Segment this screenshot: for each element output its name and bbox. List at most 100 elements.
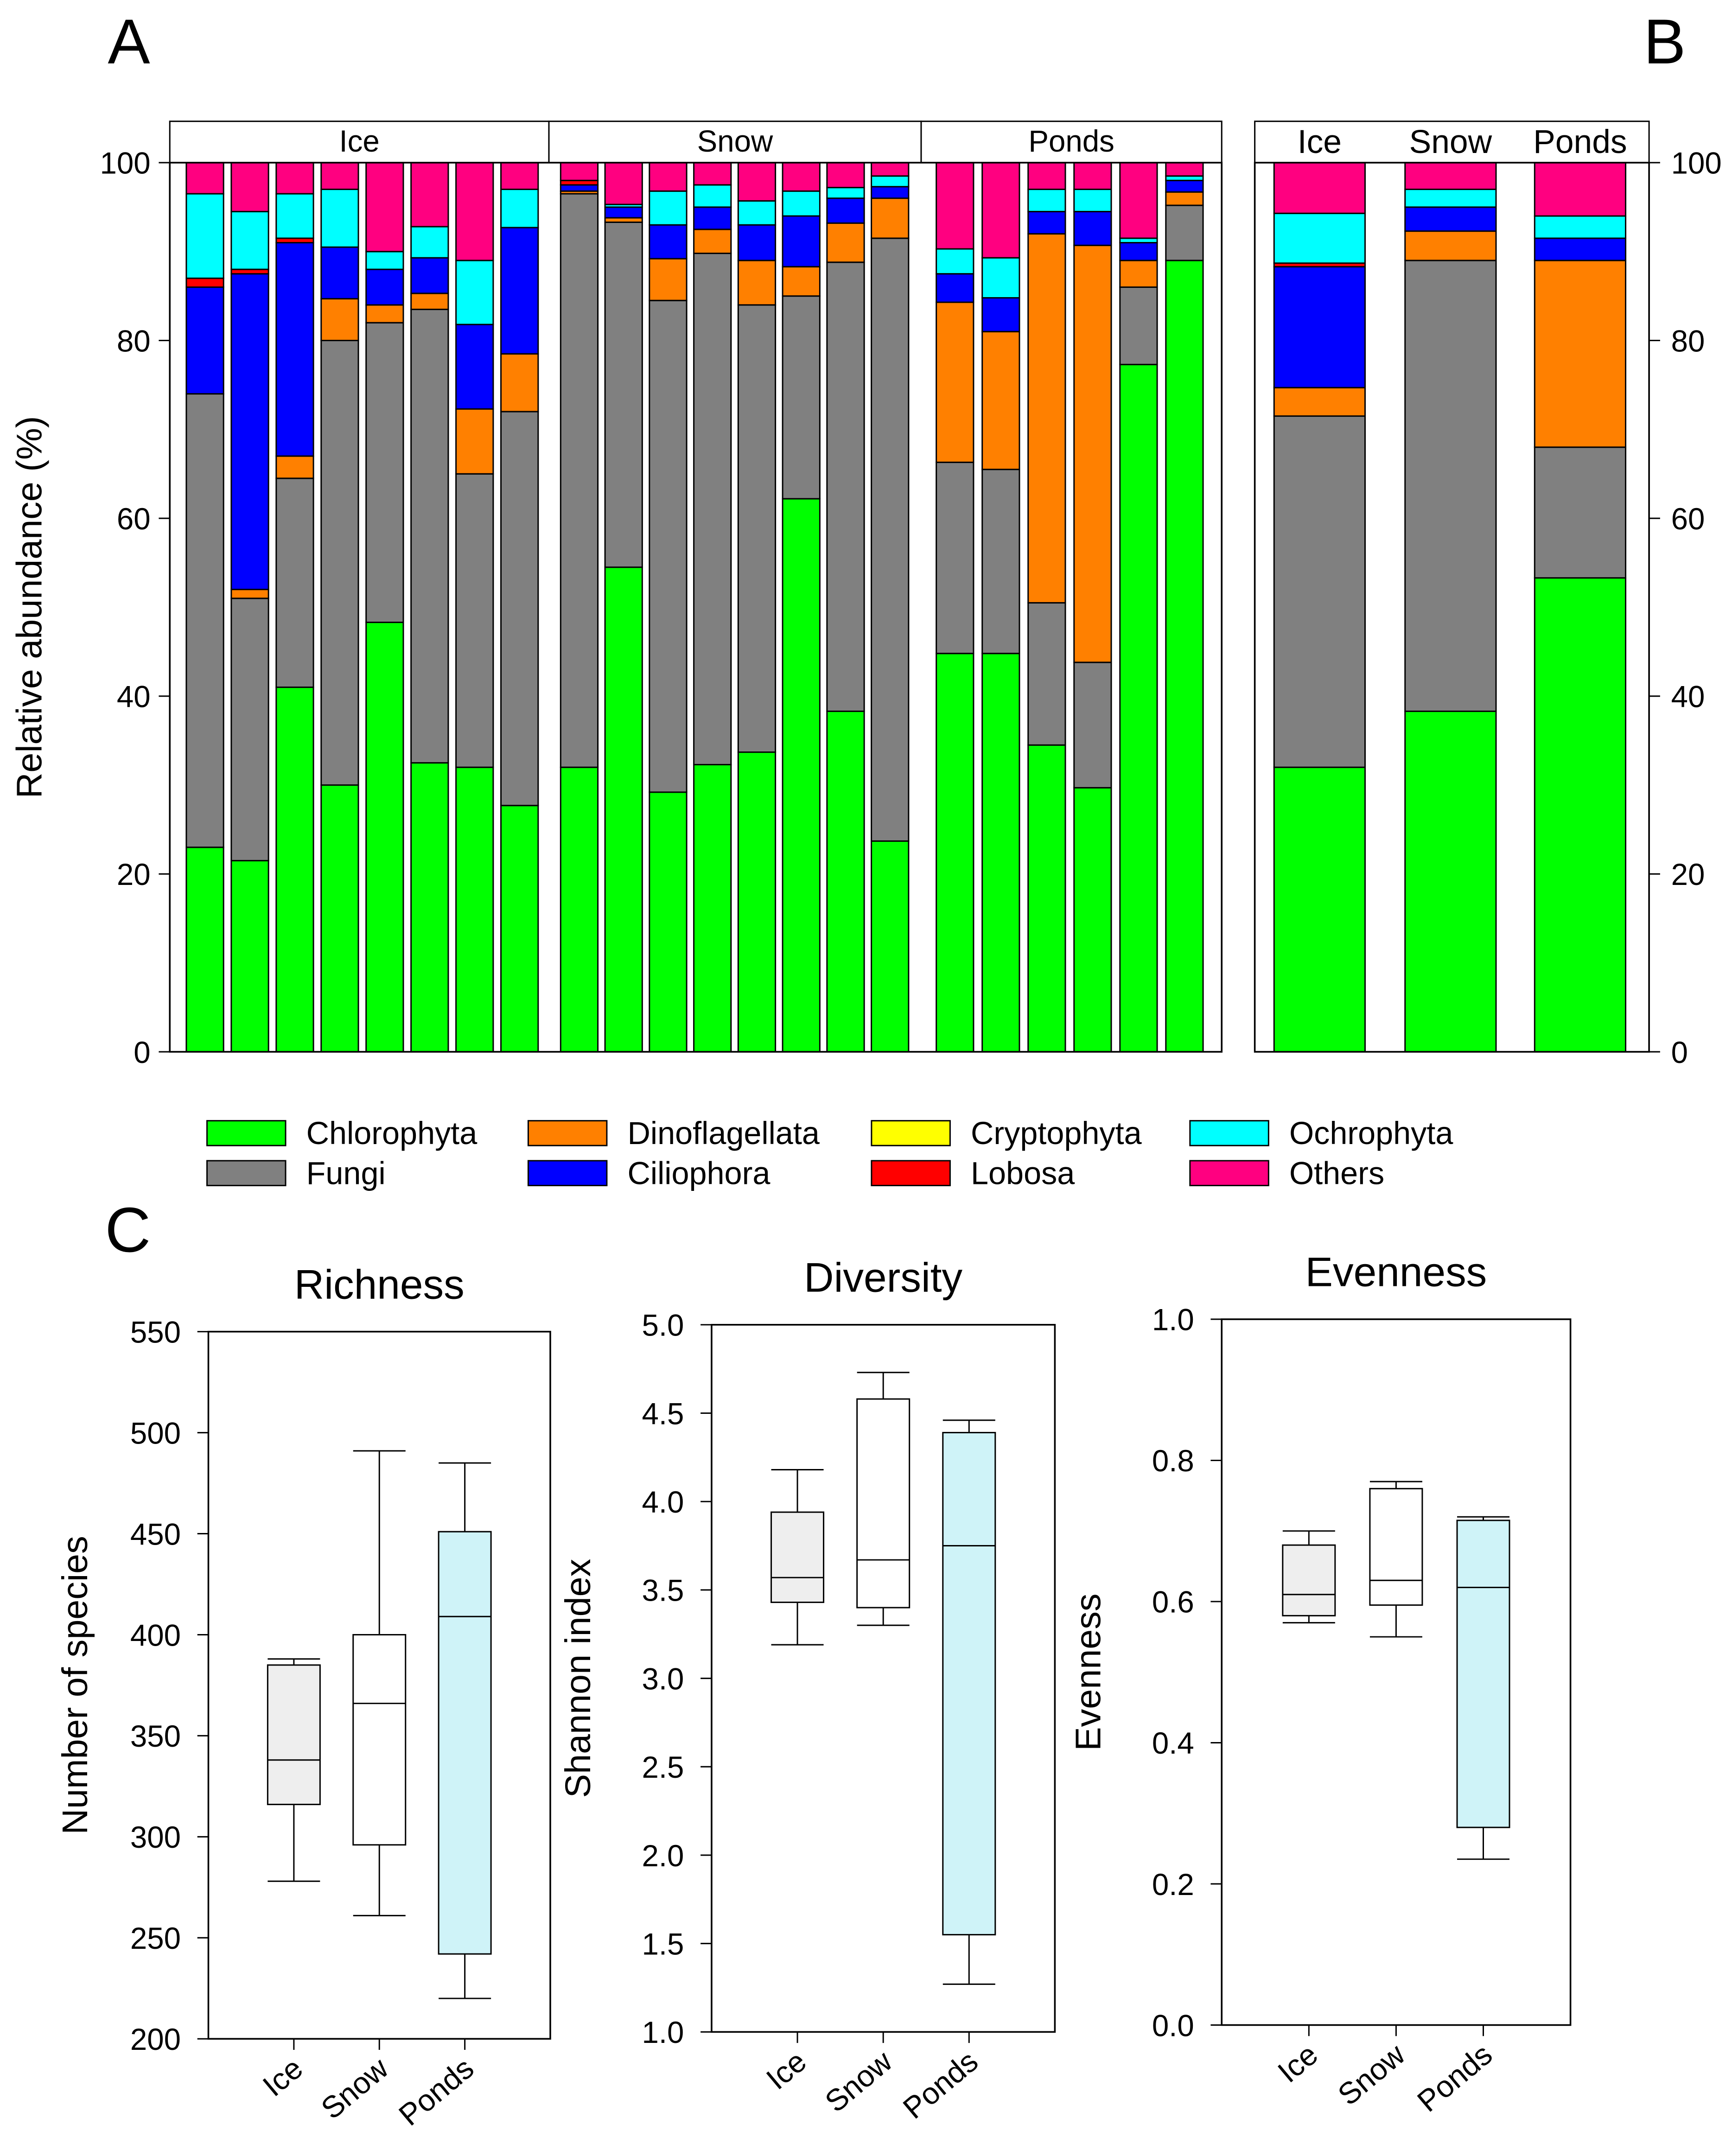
y-tick-label: 2.0 [642, 1839, 684, 1873]
bar-segment-ciliophora [737, 224, 777, 261]
bar-segment-ciliophora [410, 257, 449, 294]
y-tick-label: 0.4 [1152, 1726, 1194, 1760]
group-label-snow: Snow [697, 124, 773, 158]
bar-segment-dinoflagellata [1073, 244, 1112, 663]
x-tick-label: Ponds [392, 2051, 480, 2132]
category-label-snow: Snow [1409, 123, 1492, 160]
bar-segment-others [455, 162, 494, 261]
bar-segment-dinoflagellata [782, 266, 821, 297]
bar-segment-others [737, 162, 777, 202]
y-tick-label: 450 [130, 1517, 181, 1551]
y-tick-label: 3.0 [642, 1662, 684, 1696]
plot-frame [1221, 1318, 1572, 2026]
bar-segment-others [1027, 162, 1066, 190]
legend-swatch-others [1189, 1160, 1269, 1186]
y-tick-label: 1.0 [1152, 1303, 1194, 1337]
y-tick-label: 80 [117, 324, 151, 358]
bar-segment-dinoflagellata [981, 331, 1020, 471]
bar-segment-chlorophyta [1073, 787, 1112, 1053]
y-tick-label: 550 [130, 1315, 181, 1349]
legend-label-dinoflagellata: Dinoflagellata [628, 1116, 820, 1151]
y-tick-label: 200 [130, 2022, 181, 2056]
bar-segment-fungi [275, 477, 314, 688]
bar-segment-ciliophora [1027, 210, 1066, 235]
bar-segment-dinoflagellata [1273, 387, 1366, 417]
bar-segment-fungi [1165, 204, 1204, 261]
box-ponds [1456, 1520, 1510, 1828]
bar-segment-chlorophyta [1165, 260, 1204, 1053]
group-label-ice: Ice [339, 124, 380, 158]
bar-segment-chlorophyta [782, 498, 821, 1053]
bar-segment-others [1165, 162, 1204, 177]
bar-segment-others [1119, 162, 1158, 239]
legend-label-ciliophora: Ciliophora [628, 1156, 771, 1191]
bar-segment-dinoflagellata [275, 455, 314, 479]
y-tick-label: 0.2 [1152, 1868, 1194, 1902]
bar-segment-fungi [230, 598, 269, 862]
y-axis-label: Evenness [1069, 1593, 1108, 1750]
bar-segment-ciliophora [782, 215, 821, 267]
bar-segment-chlorophyta [1027, 744, 1066, 1053]
bar-segment-ochrophyta [693, 184, 732, 208]
bar-segment-ochrophyta [782, 190, 821, 217]
y-tick-label: 60 [117, 502, 151, 536]
y-tick-label: 40 [1671, 680, 1705, 714]
bar-segment-fungi [871, 237, 910, 842]
bar-segment-ochrophyta [1273, 212, 1366, 264]
bar-segment-others [1073, 162, 1112, 190]
box-ice [770, 1511, 825, 1603]
y-tick-label: 0 [1671, 1036, 1688, 1069]
x-tick-label: Snow [1331, 2037, 1412, 2112]
bar-segment-chlorophyta [1273, 766, 1366, 1053]
bar-segment-chlorophyta [455, 766, 494, 1053]
bar-segment-chlorophyta [737, 751, 777, 1053]
legend-label-fungi: Fungi [306, 1156, 386, 1191]
y-tick-label: 0.8 [1152, 1444, 1194, 1478]
bar-segment-chlorophyta [560, 766, 599, 1053]
group-label-ponds: Ponds [1028, 124, 1114, 158]
bar-segment-others [230, 162, 269, 212]
bar-segment-chlorophyta [871, 840, 910, 1053]
bar-segment-ochrophyta [981, 257, 1020, 299]
bar-segment-dinoflagellata [936, 301, 974, 463]
bar-segment-dinoflagellata [1119, 260, 1158, 288]
bar-segment-ciliophora [693, 206, 732, 230]
bar-segment-others [1273, 162, 1366, 214]
bar-segment-dinoflagellata [649, 258, 688, 301]
bar-segment-fungi [981, 469, 1020, 655]
panel-label-c: C [105, 1194, 151, 1265]
x-tick-label: Ice [256, 2051, 309, 2103]
bar-segment-ciliophora [1534, 237, 1627, 261]
y-tick-label: 1.5 [642, 1927, 684, 1961]
bar-segment-ochrophyta [1404, 188, 1497, 208]
y-tick-label: 4.5 [642, 1397, 684, 1431]
bar-segment-chlorophyta [275, 687, 314, 1053]
y-axis-label: Number of species [55, 1536, 95, 1834]
y-tick-label: 250 [130, 1921, 181, 1955]
panel-b: Ice Snow Ponds 0 20 40 60 80 100 [1254, 121, 1722, 1069]
bar-segment-others [500, 162, 539, 190]
bar-segment-ochrophyta [737, 200, 777, 226]
y-axis-label: Relative abundance (%) [10, 416, 50, 798]
legend: Chlorophyta Fungi Dinoflagellata Ciliophora… [206, 1116, 1453, 1191]
bar-segment-ochrophyta [320, 188, 359, 248]
bar-segment-fungi [320, 340, 359, 786]
bar-segment-ciliophora [365, 268, 404, 306]
bar-segment-fungi [1119, 286, 1158, 365]
bar-segment-others [185, 162, 224, 195]
bar-segment-ciliophora [230, 273, 269, 591]
bar-segment-others [936, 162, 974, 250]
panel-label-a: A [108, 6, 150, 77]
box-snow [352, 1634, 407, 1846]
y-tick-label: 500 [130, 1416, 181, 1450]
bar-segment-ciliophora [981, 297, 1020, 332]
bar-segment-chlorophyta [185, 846, 224, 1053]
bar-segment-ochrophyta [826, 187, 865, 199]
y-tick-label: 80 [1671, 324, 1705, 358]
bar-segment-others [1404, 162, 1497, 190]
bar-segment-chlorophyta [604, 566, 643, 1053]
bar-segment-fungi [604, 221, 643, 568]
bar-segment-others [981, 162, 1020, 259]
